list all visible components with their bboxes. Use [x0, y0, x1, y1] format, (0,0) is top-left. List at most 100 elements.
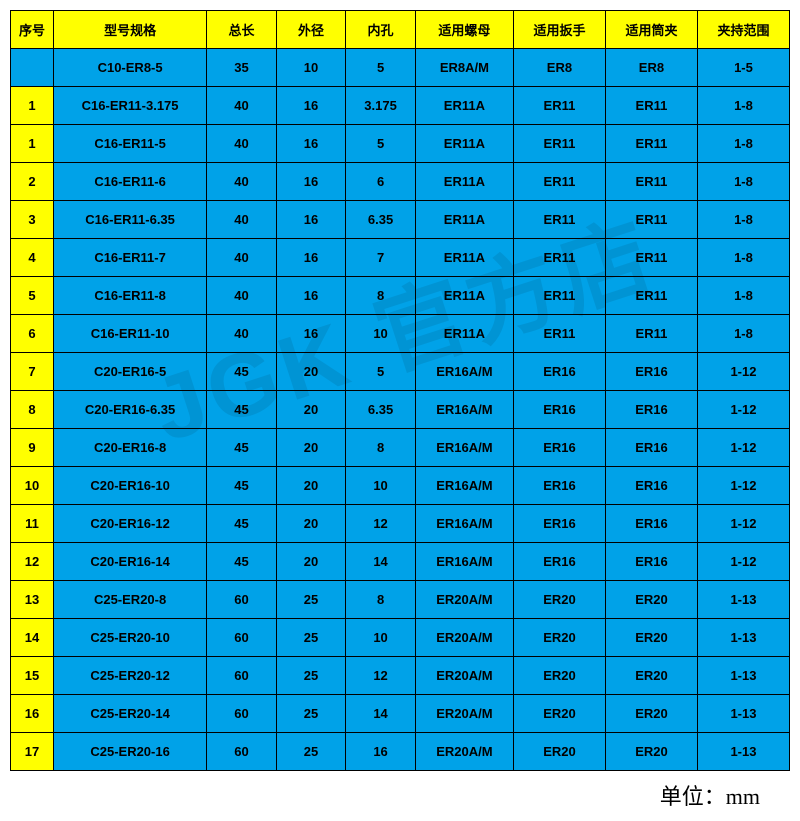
- cell-collet: ER16: [605, 391, 697, 429]
- cell-model: C16-ER11-6.35: [53, 201, 206, 239]
- cell-nut: ER20A/M: [415, 695, 513, 733]
- cell-od: 25: [276, 619, 346, 657]
- cell-od: 20: [276, 429, 346, 467]
- cell-idx: 15: [11, 657, 54, 695]
- col-header-od: 外径: [276, 11, 346, 49]
- col-header-id: 内孔: [346, 11, 416, 49]
- cell-len: 35: [207, 49, 277, 87]
- col-header-nut: 适用螺母: [415, 11, 513, 49]
- unit-footer: 单位：mm: [10, 771, 790, 811]
- col-header-collet: 适用筒夹: [605, 11, 697, 49]
- cell-collet: ER20: [605, 619, 697, 657]
- cell-id: 8: [346, 429, 416, 467]
- table-row: 7C20-ER16-545205ER16A/MER16ER161-12: [11, 353, 790, 391]
- cell-len: 60: [207, 581, 277, 619]
- cell-range: 1-8: [697, 277, 789, 315]
- cell-idx: 16: [11, 695, 54, 733]
- cell-collet: ER11: [605, 239, 697, 277]
- cell-wrench: ER11: [513, 201, 605, 239]
- cell-idx: 3: [11, 201, 54, 239]
- cell-idx: 2: [11, 163, 54, 201]
- cell-nut: ER16A/M: [415, 543, 513, 581]
- cell-id: 16: [346, 733, 416, 771]
- cell-range: 1-12: [697, 467, 789, 505]
- spec-table: 序号 型号规格 总长 外径 内孔 适用螺母 适用扳手 适用筒夹 夹持范围 C10…: [10, 10, 790, 771]
- cell-collet: ER20: [605, 657, 697, 695]
- table-row: 1C16-ER11-540165ER11AER11ER111-8: [11, 125, 790, 163]
- cell-od: 25: [276, 733, 346, 771]
- cell-idx: 6: [11, 315, 54, 353]
- cell-nut: ER11A: [415, 315, 513, 353]
- cell-od: 20: [276, 543, 346, 581]
- cell-idx: 4: [11, 239, 54, 277]
- cell-wrench: ER11: [513, 163, 605, 201]
- table-row: 15C25-ER20-12602512ER20A/MER20ER201-13: [11, 657, 790, 695]
- cell-id: 14: [346, 695, 416, 733]
- cell-od: 16: [276, 125, 346, 163]
- cell-nut: ER16A/M: [415, 391, 513, 429]
- cell-wrench: ER20: [513, 733, 605, 771]
- cell-len: 60: [207, 619, 277, 657]
- cell-nut: ER11A: [415, 125, 513, 163]
- cell-wrench: ER16: [513, 543, 605, 581]
- cell-range: 1-13: [697, 581, 789, 619]
- col-header-idx: 序号: [11, 11, 54, 49]
- cell-range: 1-12: [697, 391, 789, 429]
- cell-model: C20-ER16-6.35: [53, 391, 206, 429]
- cell-od: 16: [276, 277, 346, 315]
- cell-len: 40: [207, 125, 277, 163]
- cell-id: 8: [346, 581, 416, 619]
- cell-collet: ER11: [605, 315, 697, 353]
- table-row: 4C16-ER11-740167ER11AER11ER111-8: [11, 239, 790, 277]
- cell-idx: 1: [11, 125, 54, 163]
- cell-wrench: ER11: [513, 87, 605, 125]
- cell-id: 3.175: [346, 87, 416, 125]
- cell-id: 6: [346, 163, 416, 201]
- cell-id: 10: [346, 467, 416, 505]
- table-row: 16C25-ER20-14602514ER20A/MER20ER201-13: [11, 695, 790, 733]
- cell-id: 6.35: [346, 391, 416, 429]
- cell-idx: 9: [11, 429, 54, 467]
- col-header-range: 夹持范围: [697, 11, 789, 49]
- cell-wrench: ER20: [513, 695, 605, 733]
- cell-model: C16-ER11-8: [53, 277, 206, 315]
- cell-model: C16-ER11-3.175: [53, 87, 206, 125]
- cell-idx: 1: [11, 87, 54, 125]
- table-row: 13C25-ER20-860258ER20A/MER20ER201-13: [11, 581, 790, 619]
- cell-idx: 14: [11, 619, 54, 657]
- table-row: 8C20-ER16-6.3545206.35ER16A/MER16ER161-1…: [11, 391, 790, 429]
- cell-model: C20-ER16-14: [53, 543, 206, 581]
- cell-range: 1-5: [697, 49, 789, 87]
- cell-model: C25-ER20-12: [53, 657, 206, 695]
- cell-model: C10-ER8-5: [53, 49, 206, 87]
- cell-range: 1-12: [697, 505, 789, 543]
- table-row: 14C25-ER20-10602510ER20A/MER20ER201-13: [11, 619, 790, 657]
- cell-len: 40: [207, 87, 277, 125]
- cell-id: 10: [346, 619, 416, 657]
- cell-len: 40: [207, 163, 277, 201]
- col-header-length: 总长: [207, 11, 277, 49]
- cell-model: C25-ER20-8: [53, 581, 206, 619]
- cell-collet: ER16: [605, 505, 697, 543]
- table-row: 11C20-ER16-12452012ER16A/MER16ER161-12: [11, 505, 790, 543]
- cell-range: 1-12: [697, 429, 789, 467]
- cell-len: 40: [207, 315, 277, 353]
- cell-wrench: ER11: [513, 277, 605, 315]
- cell-nut: ER16A/M: [415, 353, 513, 391]
- cell-od: 16: [276, 315, 346, 353]
- cell-idx: 12: [11, 543, 54, 581]
- cell-len: 45: [207, 467, 277, 505]
- cell-len: 45: [207, 391, 277, 429]
- cell-nut: ER11A: [415, 87, 513, 125]
- cell-collet: ER16: [605, 543, 697, 581]
- cell-collet: ER11: [605, 87, 697, 125]
- cell-range: 1-8: [697, 125, 789, 163]
- table-row: C10-ER8-535105ER8A/MER8ER81-5: [11, 49, 790, 87]
- cell-od: 25: [276, 657, 346, 695]
- cell-model: C25-ER20-10: [53, 619, 206, 657]
- cell-od: 25: [276, 581, 346, 619]
- cell-model: C16-ER11-10: [53, 315, 206, 353]
- cell-len: 40: [207, 239, 277, 277]
- cell-range: 1-13: [697, 657, 789, 695]
- cell-od: 10: [276, 49, 346, 87]
